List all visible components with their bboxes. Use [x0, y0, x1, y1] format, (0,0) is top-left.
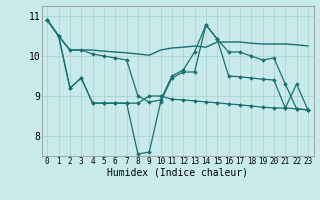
X-axis label: Humidex (Indice chaleur): Humidex (Indice chaleur)	[107, 168, 248, 178]
